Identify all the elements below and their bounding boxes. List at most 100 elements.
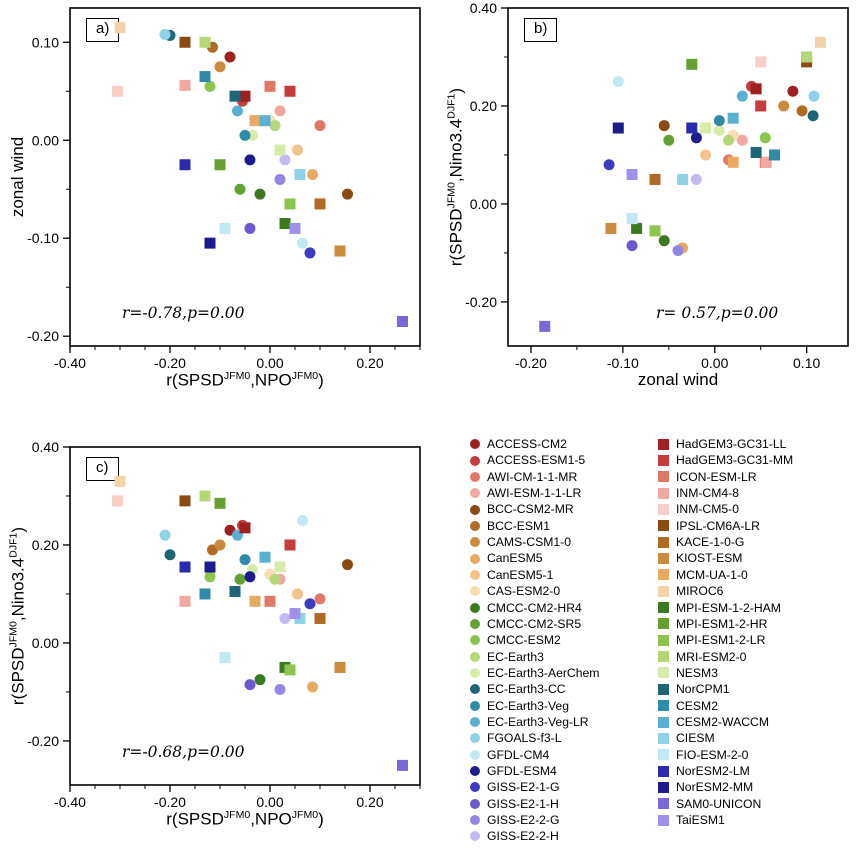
legend-item-EC-Earth3-Veg: EC-Earth3-Veg [470,698,599,714]
data-point-INM-CM5-0 [112,495,123,507]
data-point-CIESM [294,169,306,181]
x-tick-label: -0.20 [515,355,547,371]
data-point-GISS-E2-1-H [244,679,256,691]
data-point-AWI-CM-1-1-MR [314,593,326,605]
data-point-CESM2-WACCM [259,115,271,127]
legend-item-TaiESM1: TaiESM1 [658,812,793,828]
data-point-KACE-1-0-G [314,198,326,210]
data-point-ICON-ESM-LR [264,80,276,92]
y-tick-label: 0.20 [32,537,59,553]
legend-item-MPI-ESM1-2-HR: MPI-ESM1-2-HR [658,616,793,632]
y-tick-label: 0.20 [470,98,497,114]
legend-item-KACE-1-0-G: KACE-1-0-G [658,534,793,550]
legend-model-name: IPSL-CM6A-LR [676,518,760,533]
x-tick-label: -0.40 [54,794,86,810]
legend-item-HadGEM3-GC31-MM: HadGEM3-GC31-MM [658,452,793,468]
data-point-MIROC6 [814,36,826,48]
x-tick-label: 0.00 [256,355,283,371]
data-point-MCM-UA-1-0 [249,595,261,607]
data-point-TaiESM1 [626,169,638,181]
data-point-BCC-CSM2-MR [342,559,353,571]
data-point-INM-CM5-0 [112,85,123,97]
legend-model-name: NorCPM1 [676,682,730,697]
data-point-KIOST-ESM [334,245,346,257]
model-legend: ACCESS-CM2 ACCESS-ESM1-5 AWI-CM-1-1-MR AWI-… [470,436,850,848]
data-point-CESM2 [199,588,211,600]
data-point-FGOALS-f3-L [159,28,171,40]
legend-circle-marker [470,618,480,629]
legend-square-marker [658,471,669,483]
legend-circle-marker [470,667,480,678]
legend-item-NESM3: NESM3 [658,665,793,681]
legend-circle-marker [470,537,480,548]
legend-model-name: CMCC-CM2-SR5 [487,616,582,631]
data-point-EC-Earth3-Veg [239,554,251,566]
legend-square-marker [658,667,669,679]
data-point-GISS-E2-2-G [274,683,286,695]
legend-item-INM-CM4-8: INM-CM4-8 [658,485,793,501]
data-point-MCM-UA-1-0 [249,115,261,127]
panel-c-scatter: c) r=-0.68,p=0.00 r(SPSDJFM0,NPOJFM0) r(… [8,439,421,829]
data-point-GISS-E2-1-H [626,240,638,252]
legend-square-marker [658,716,669,728]
legend-circle-marker [470,749,480,760]
data-point-HadGEM3-GC31-MM [284,539,296,551]
legend-model-name: EC-Earth3-Veg-LR [487,714,589,729]
legend-model-name: TaiESM1 [676,812,725,827]
legend-model-name: BCC-ESM1 [487,518,550,533]
legend-model-name: NorESM2-LM [676,763,750,778]
legend-circle-marker [470,831,480,842]
data-point-NorCPM1 [229,586,241,598]
data-point-ACCESS-CM2 [224,51,236,63]
y-tick-label: 0.40 [32,439,59,455]
data-point-CESM2-WACCM [727,112,739,124]
legend-circle-marker [470,782,480,793]
legend-item-GISS-E2-2-H: GISS-E2-2-H [470,828,599,844]
data-point-CMCC-CM2-SR5 [663,134,675,146]
x-tick-label: -0.20 [154,794,186,810]
data-point-NorCPM1 [750,147,762,159]
legend-item-EC-Earth3-Veg-LR: EC-Earth3-Veg-LR [470,714,599,730]
legend-circle-marker [470,635,480,646]
legend-model-name: MIROC6 [676,584,724,599]
data-point-CIESM [677,173,689,185]
legend-item-AWI-ESM-1-1-LR: AWI-ESM-1-1-LR [470,485,599,501]
legend-circle-marker [470,798,480,809]
legend-circle-marker [470,733,480,744]
legend-model-name: HadGEM3-GC31-MM [676,453,794,468]
legend-square-marker [658,487,669,499]
legend-model-name: CESM2 [676,698,718,713]
panel-a-scatter: a) r=-0.78,p=0.00 r(SPSDJFM0,NPOJFM0) zo… [8,7,421,390]
legend-model-name: SAM0-UNICON [676,796,762,811]
data-point-SAM0-UNICON [539,320,551,332]
data-point-AWI-ESM-1-1-LR [274,105,286,117]
data-point-MRI-ESM2-0 [199,490,211,502]
data-point-HadGEM3-GC31-LL [750,83,762,95]
legend-circle-marker [470,602,480,613]
legend-item-CanESM5: CanESM5 [470,550,599,566]
data-point-GFDL-CM4 [612,75,624,87]
legend-model-name: CanESM5-1 [487,567,554,582]
y-tick-label: -0.10 [27,230,59,246]
data-point-MCM-UA-1-0 [727,156,739,168]
legend-item-ACCESS-ESM1-5: ACCESS-ESM1-5 [470,452,599,468]
panel-b-x-axis-title: zonal wind [637,370,719,389]
y-tick-label: 0.00 [32,635,59,651]
legend-item-ACCESS-CM2: ACCESS-CM2 [470,436,599,452]
data-point-CMCC-ESM2 [204,80,216,92]
data-point-HadGEM3-GC31-MM [284,85,296,97]
legend-item-NorESM2-LM: NorESM2-LM [658,763,793,779]
data-point-GISS-E2-1-G [304,598,316,610]
data-point-NorESM2-LM [686,122,698,134]
legend-model-name: CMCC-ESM2 [487,633,561,648]
legend-circle-marker [470,684,480,695]
legend-model-name: AWI-ESM-1-1-LR [487,486,582,501]
legend-circle-marker [470,586,480,597]
legend-item-CESM2: CESM2 [658,698,793,714]
data-point-NorESM2-LM [179,561,191,573]
data-point-NESM3 [700,122,712,134]
plot-frame [507,7,849,347]
legend-item-MCM-UA-1-0: MCM-UA-1-0 [658,567,793,583]
x-tick-label: -0.10 [607,355,639,371]
data-point-CanESM5-1 [700,149,712,161]
